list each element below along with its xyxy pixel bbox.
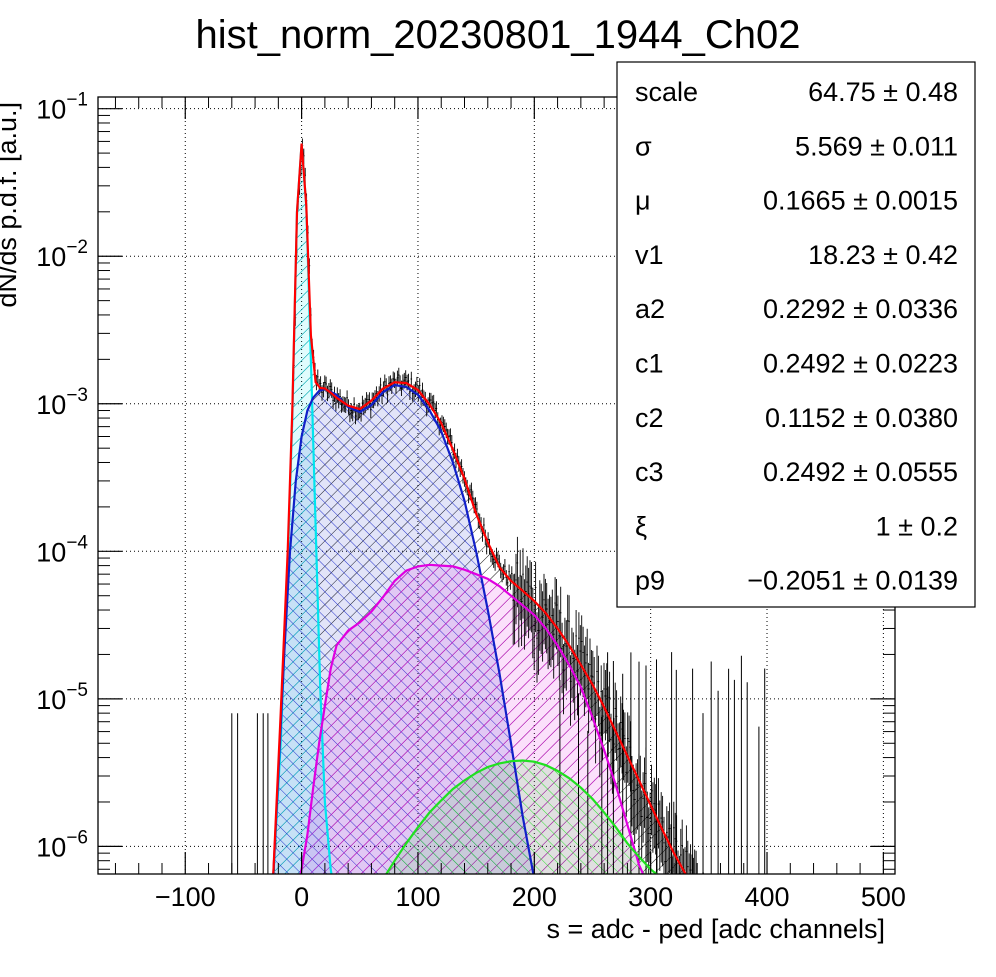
stat-value: 1 ± 0.2 bbox=[876, 511, 958, 541]
stat-value: 0.2492 ± 0.0555 bbox=[763, 457, 958, 487]
stats-box-frame bbox=[616, 61, 976, 608]
stat-name: c2 bbox=[635, 403, 664, 433]
x-tick-label: −100 bbox=[155, 882, 216, 912]
stat-name: ξ bbox=[635, 511, 647, 541]
y-axis-label: dN/ds p.d.f. [a.u.] bbox=[0, 102, 22, 308]
stat-value: 0.1152 ± 0.0380 bbox=[765, 403, 958, 433]
histogram-data bbox=[231, 138, 766, 874]
fit-curve bbox=[272, 383, 535, 874]
y-tick-label: 10−6 bbox=[36, 827, 88, 862]
y-tick-label: 10−4 bbox=[36, 532, 88, 567]
fit-stats-box: scale 64.75 ± 0.48 σ 5.569 ± 0.011 μ 0.1665 ±… bbox=[616, 61, 976, 608]
stat-name: p9 bbox=[635, 566, 665, 596]
x-axis-label: s = adc - ped [adc channels] bbox=[547, 914, 885, 944]
stat-name: scale bbox=[635, 77, 698, 107]
stat-value: 5.569 ± 0.011 bbox=[795, 131, 958, 161]
stat-value: 0.2292 ± 0.0336 bbox=[763, 294, 958, 324]
component-hatch bbox=[371, 760, 686, 874]
stat-name: c3 bbox=[635, 457, 664, 487]
stat-name: v1 bbox=[635, 240, 664, 270]
stat-name: σ bbox=[635, 131, 652, 161]
fit-curve bbox=[272, 143, 687, 874]
stat-value: 64.75 ± 0.48 bbox=[808, 77, 958, 107]
stat-name: a2 bbox=[635, 294, 665, 324]
x-tick-label: 200 bbox=[512, 882, 557, 912]
y-tick-label: 10−2 bbox=[36, 237, 88, 272]
stat-name: μ bbox=[635, 186, 651, 216]
fit-curves bbox=[272, 143, 687, 874]
stat-value: 0.2492 ± 0.0223 bbox=[763, 349, 958, 379]
x-tick-label: 400 bbox=[744, 882, 789, 912]
y-tick-label: 10−1 bbox=[36, 90, 88, 125]
y-tick-label: 10−5 bbox=[36, 680, 88, 715]
y-tick-label: 10−3 bbox=[36, 385, 88, 420]
stat-name: c1 bbox=[635, 349, 664, 379]
stat-value: 18.23 ± 0.42 bbox=[808, 240, 958, 270]
fit-curve bbox=[299, 563, 645, 874]
x-tick-label: 100 bbox=[395, 882, 440, 912]
chart-title: hist_norm_20230801_1944_Ch02 bbox=[196, 13, 801, 57]
x-tick-label: 500 bbox=[861, 882, 906, 912]
x-tick-label: 300 bbox=[628, 882, 673, 912]
stat-value: −0.2051 ± 0.0139 bbox=[747, 566, 958, 596]
fit-curve bbox=[385, 759, 658, 874]
x-tick-label: 0 bbox=[294, 882, 309, 912]
stat-value: 0.1665 ± 0.0015 bbox=[763, 186, 958, 216]
